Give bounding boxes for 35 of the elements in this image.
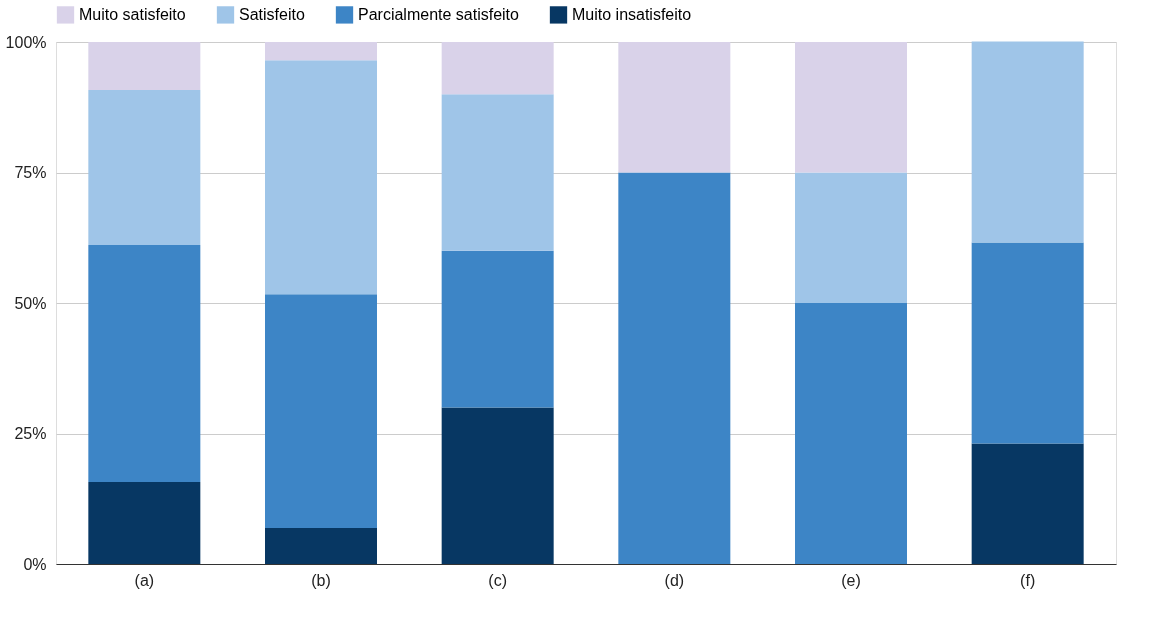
- bar: [618, 42, 731, 173]
- x-tick-label: (e): [841, 571, 861, 589]
- x-tick-label: (b): [311, 571, 331, 589]
- x-tick-label: (f): [1020, 571, 1036, 589]
- x-tick-label: (d): [664, 571, 685, 589]
- bar: [618, 172, 731, 564]
- bar: [265, 527, 377, 564]
- legend-label: Muito satisfeito: [79, 5, 186, 23]
- y-tick-label: 100%: [5, 33, 47, 51]
- bar: [88, 90, 201, 246]
- y-tick-label: 0%: [23, 555, 47, 573]
- bar: [795, 42, 907, 173]
- bar: [971, 41, 1084, 243]
- x-tick-label: (c): [488, 571, 507, 589]
- legend-label: Satisfeito: [239, 5, 305, 23]
- bar: [971, 242, 1084, 444]
- bar: [265, 60, 377, 295]
- bar: [441, 250, 554, 408]
- bar: [441, 94, 554, 251]
- bar: [795, 172, 907, 303]
- x-tick-label: (a): [134, 571, 155, 589]
- bar: [265, 42, 377, 61]
- bar: [265, 294, 377, 528]
- legend-label: Parcialmente satisfeito: [358, 5, 520, 23]
- bar: [88, 42, 201, 91]
- bar: [971, 443, 1084, 564]
- bar: [441, 407, 554, 564]
- y-tick-label: 50%: [14, 294, 47, 312]
- bar: [441, 42, 554, 95]
- bar: [795, 303, 907, 564]
- y-tick-label: 25%: [14, 425, 47, 442]
- bar: [88, 245, 201, 483]
- y-tick-label: 75%: [14, 164, 47, 181]
- legend-label: Muito insatisfeito: [572, 5, 692, 23]
- bar: [88, 482, 201, 564]
